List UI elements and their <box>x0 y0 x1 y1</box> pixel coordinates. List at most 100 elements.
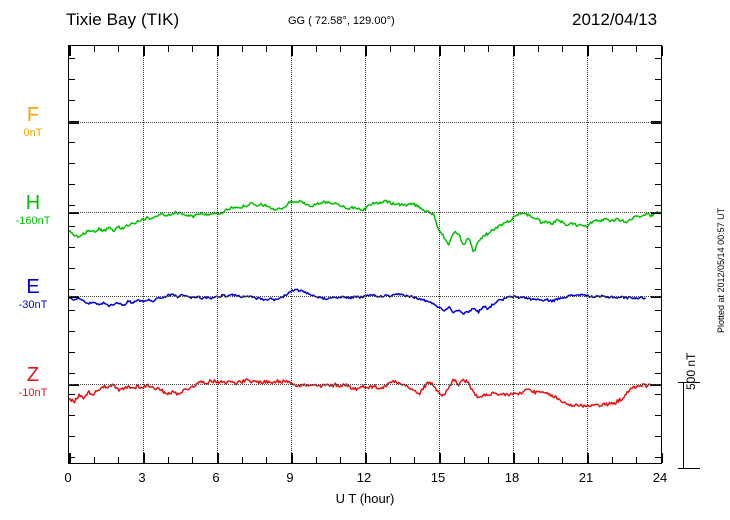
x-tick-bottom <box>143 453 145 463</box>
y-tick-right <box>655 436 661 437</box>
y-tick-right <box>655 58 661 59</box>
x-tick-bottom <box>365 453 367 463</box>
y-tick-left <box>69 331 75 332</box>
component-value-z: -10nT <box>18 387 48 399</box>
component-letter-e: E <box>26 276 40 298</box>
component-value-h: -160nT <box>15 215 51 227</box>
x-tick-bottom <box>661 453 663 463</box>
trace-z <box>69 378 652 408</box>
baseline-z <box>69 384 661 385</box>
y-tick-left <box>69 352 75 353</box>
baseline-e <box>69 296 661 297</box>
x-tick-bottom <box>488 457 490 463</box>
baseline-f <box>69 122 661 123</box>
x-tick-label-0: 0 <box>64 470 72 485</box>
x-tick-label-9: 9 <box>286 470 294 485</box>
x-tick-top <box>537 46 539 52</box>
x-tick-top <box>291 46 293 56</box>
y-tick-left <box>69 100 75 101</box>
component-label-f: F 0nT <box>2 105 64 140</box>
y-tick-left <box>69 310 75 311</box>
x-tick-bottom <box>167 457 169 463</box>
trace-h <box>69 199 661 253</box>
grid-line-9h <box>291 46 292 463</box>
grid-line-21h <box>587 46 588 463</box>
grid-line-18h <box>513 46 514 463</box>
y-tick-right <box>655 184 661 185</box>
y-tick-left <box>69 394 75 395</box>
x-tick-top <box>513 46 515 56</box>
y-tick-major-right <box>651 212 661 214</box>
x-tick-bottom <box>439 453 441 463</box>
x-tick-top <box>414 46 416 52</box>
x-tick-top <box>217 46 219 56</box>
y-tick-major-right <box>651 122 661 124</box>
y-tick-left <box>69 226 75 227</box>
x-axis-title: U T (hour) <box>0 491 730 506</box>
x-tick-bottom <box>611 457 613 463</box>
x-tick-top <box>439 46 441 56</box>
x-axis-title-text: U T (hour) <box>335 491 395 506</box>
x-tick-bottom <box>69 453 71 463</box>
component-label-z: Z -10nT <box>2 365 64 400</box>
geographic-coordinates: GG ( 72.58°, 129.00°) <box>288 15 395 27</box>
x-tick-label-24: 24 <box>652 470 668 485</box>
grid-line-15h <box>439 46 440 463</box>
y-tick-right <box>655 394 661 395</box>
x-tick-bottom <box>315 457 317 463</box>
x-tick-label-3: 3 <box>138 470 146 485</box>
y-tick-left <box>69 79 75 80</box>
scale-bar-bottom-cap <box>678 468 700 469</box>
y-tick-right <box>655 247 661 248</box>
x-tick-top <box>241 46 243 52</box>
x-tick-bottom <box>587 453 589 463</box>
x-tick-top <box>389 46 391 52</box>
y-tick-left <box>69 457 75 458</box>
x-tick-top <box>611 46 613 52</box>
y-tick-left <box>69 163 75 164</box>
x-tick-label-18: 18 <box>504 470 520 485</box>
y-tick-major-left <box>69 122 79 124</box>
y-tick-left <box>69 415 75 416</box>
y-tick-right <box>655 142 661 143</box>
x-tick-bottom <box>241 457 243 463</box>
y-tick-left <box>69 247 75 248</box>
magnetogram-plot-area <box>68 45 663 464</box>
grid-line-12h <box>365 46 366 463</box>
scale-bar-top-cap <box>678 382 700 383</box>
x-tick-label-6: 6 <box>212 470 220 485</box>
y-tick-right <box>655 163 661 164</box>
x-tick-top <box>266 46 268 52</box>
component-label-e: E -30nT <box>2 277 64 312</box>
x-tick-top <box>562 46 564 52</box>
component-value-f: 0nT <box>23 127 43 139</box>
y-tick-left <box>69 436 75 437</box>
x-tick-label-21: 21 <box>578 470 594 485</box>
y-tick-right <box>655 415 661 416</box>
y-tick-right <box>655 289 661 290</box>
x-tick-bottom <box>217 453 219 463</box>
x-tick-top <box>69 46 71 56</box>
x-tick-bottom <box>562 457 564 463</box>
x-tick-top <box>587 46 589 56</box>
x-tick-bottom <box>513 453 515 463</box>
y-tick-right <box>655 310 661 311</box>
y-tick-left <box>69 184 75 185</box>
y-tick-right <box>655 352 661 353</box>
x-tick-bottom <box>389 457 391 463</box>
x-tick-bottom <box>636 457 638 463</box>
x-tick-bottom <box>537 457 539 463</box>
y-tick-right <box>655 457 661 458</box>
component-letter-h: H <box>25 192 41 214</box>
y-tick-left <box>69 289 75 290</box>
y-tick-major-left <box>69 384 79 386</box>
y-tick-left <box>69 373 75 374</box>
y-tick-right <box>655 373 661 374</box>
y-tick-left <box>69 58 75 59</box>
y-tick-major-left <box>69 212 79 214</box>
x-tick-top <box>340 46 342 52</box>
y-tick-right <box>655 331 661 332</box>
y-tick-major-left <box>69 296 79 298</box>
scale-bar-line <box>683 382 684 468</box>
